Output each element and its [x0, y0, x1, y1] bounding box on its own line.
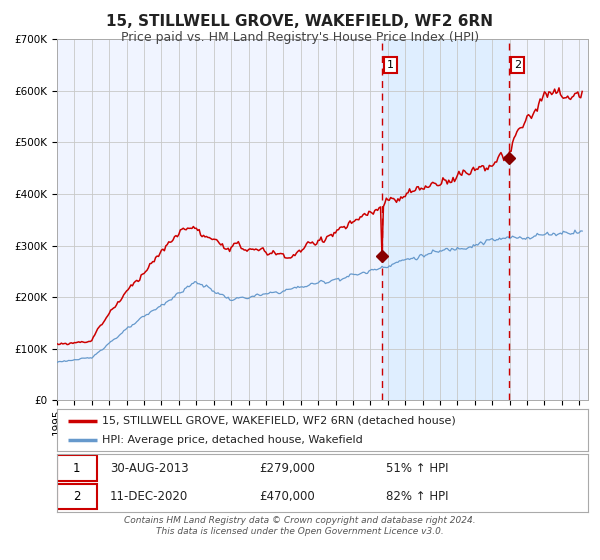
Text: Contains HM Land Registry data © Crown copyright and database right 2024.
This d: Contains HM Land Registry data © Crown c…	[124, 516, 476, 536]
Text: 15, STILLWELL GROVE, WAKEFIELD, WF2 6RN: 15, STILLWELL GROVE, WAKEFIELD, WF2 6RN	[107, 14, 493, 29]
Text: 30-AUG-2013: 30-AUG-2013	[110, 462, 189, 475]
FancyBboxPatch shape	[57, 484, 97, 510]
Text: HPI: Average price, detached house, Wakefield: HPI: Average price, detached house, Wake…	[102, 435, 363, 445]
Text: Price paid vs. HM Land Registry's House Price Index (HPI): Price paid vs. HM Land Registry's House …	[121, 31, 479, 44]
FancyBboxPatch shape	[57, 455, 97, 481]
Text: £279,000: £279,000	[259, 462, 314, 475]
Text: 2: 2	[514, 60, 521, 70]
Bar	[382, 39, 509, 400]
Text: 1: 1	[73, 462, 80, 475]
Text: 15, STILLWELL GROVE, WAKEFIELD, WF2 6RN (detached house): 15, STILLWELL GROVE, WAKEFIELD, WF2 6RN …	[102, 416, 456, 426]
Text: 51% ↑ HPI: 51% ↑ HPI	[386, 462, 449, 475]
Text: 1: 1	[387, 60, 394, 70]
Text: £470,000: £470,000	[259, 490, 314, 503]
Text: 11-DEC-2020: 11-DEC-2020	[110, 490, 188, 503]
Text: 2: 2	[73, 490, 80, 503]
Text: 82% ↑ HPI: 82% ↑ HPI	[386, 490, 449, 503]
